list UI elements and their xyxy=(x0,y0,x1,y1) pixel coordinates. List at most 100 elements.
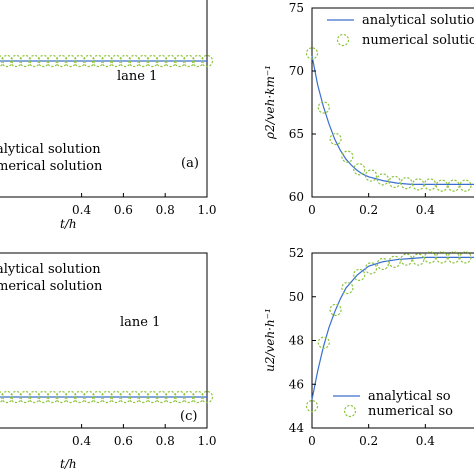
panel-b: analytical solution numerical solution 0… xyxy=(263,1,474,217)
panel-d-numerical-point xyxy=(388,255,401,268)
panel-d-numerical-point xyxy=(412,253,425,266)
panel-a-numerical-point xyxy=(19,54,32,68)
panel-d-numerical-point xyxy=(376,257,389,271)
panel-a-numerical-point xyxy=(191,54,205,68)
panel-b-numerical-series xyxy=(305,47,472,192)
panel-b-numerical-point xyxy=(400,177,413,190)
panel-d-numerical-point xyxy=(459,251,472,264)
panel-c-label: (c) xyxy=(180,409,197,424)
panel-a-numerical-point xyxy=(128,54,141,68)
panel-c: alytical solution merical solution lane … xyxy=(0,252,217,471)
panel-a-numerical-point xyxy=(137,54,150,68)
panel-a-xtick-label: 0.8 xyxy=(156,203,175,217)
panel-a-numerical-point xyxy=(82,54,95,68)
panel-d-ytick-label: 46 xyxy=(289,377,304,391)
panel-a-numerical-point xyxy=(100,54,114,68)
panel-c-numerical-point xyxy=(155,390,168,404)
panel-d-ytick-label: 50 xyxy=(289,290,304,304)
panel-a-numerical-point xyxy=(164,54,177,68)
panel-d-legend-analytical: analytical so xyxy=(368,389,451,404)
panel-b-numerical-point xyxy=(447,179,460,192)
panel-b-yticks: 60 65 70 75 xyxy=(289,1,316,204)
panel-b-numerical-point xyxy=(423,178,437,191)
panel-c-numerical-point xyxy=(191,390,205,404)
panel-c-numerical-point xyxy=(19,390,32,404)
panel-b-ytick-label: 60 xyxy=(289,190,304,204)
panel-d-numerical-point xyxy=(341,281,354,295)
panel-b-xtick-label: 0.2 xyxy=(359,203,378,217)
panel-b-ytick-label: 65 xyxy=(289,127,304,141)
panel-a-xticks: 0.4 0.6 0.8 1.0 xyxy=(72,193,217,217)
panel-a-frame xyxy=(0,0,208,198)
panel-b-legend: analytical solution numerical solution xyxy=(327,13,474,48)
panel-c-xtick-label: 1.0 xyxy=(197,434,216,448)
panel-c-xtick-label: 0.6 xyxy=(114,434,133,448)
panel-d-ytick-label: 48 xyxy=(289,334,304,348)
panel-a-numerical-point xyxy=(0,54,14,68)
panel-c-numerical-point xyxy=(119,390,132,404)
panel-b-numerical-point xyxy=(388,175,401,188)
panel-c-numerical-point xyxy=(55,390,68,404)
panel-a-numerical-point xyxy=(155,54,168,68)
panel-b-numerical-point xyxy=(364,169,378,182)
panel-b-xtick-label: 0.4 xyxy=(416,203,435,217)
panel-d-ylabel: u2/veh·h⁻¹ xyxy=(263,308,277,372)
panel-b-numerical-point xyxy=(412,178,425,191)
panel-a-numerical-point xyxy=(119,54,132,68)
panel-c-annotation: lane 1 xyxy=(120,315,160,330)
panel-a-annotation: lane 1 xyxy=(117,69,157,84)
panel-a-label: (a) xyxy=(181,156,199,171)
panel-d-xtick-label: 0.2 xyxy=(359,434,378,448)
panel-d-analytical-line xyxy=(311,256,474,400)
panel-b-numerical-point xyxy=(376,173,389,186)
panel-b-analytical-series xyxy=(311,55,474,185)
panel-c-numerical-point xyxy=(0,391,5,403)
panel-c-numerical-point xyxy=(110,390,123,404)
panel-d-ytick-label: 44 xyxy=(289,421,305,435)
panel-a-numerical-point xyxy=(37,54,50,68)
panel-c-numerical-point xyxy=(128,390,141,404)
panel-d-yticks: 44 46 48 50 52 xyxy=(289,246,316,435)
panel-d-analytical-series xyxy=(311,256,474,400)
panel-c-numerical-point xyxy=(91,390,105,404)
panel-b-analytical-line xyxy=(311,55,474,185)
panel-d-numerical-series xyxy=(305,251,472,413)
panel-c-numerical-point xyxy=(28,390,41,404)
panel-d-numerical-point xyxy=(317,336,330,349)
panel-a-numerical-point xyxy=(28,54,41,68)
panel-c-xlabel: t/h xyxy=(60,457,77,471)
panel-d-numerical-point xyxy=(400,253,413,266)
panel-b-numerical-point xyxy=(435,179,448,192)
panel-c-numerical-point xyxy=(182,390,195,404)
panel-d-legend-marker-swatch xyxy=(343,404,357,418)
panel-a-numerical-point xyxy=(91,54,105,68)
panel-c-xtick-label: 0.4 xyxy=(72,434,91,448)
panel-a-legend-analytical: alytical solution xyxy=(0,142,101,157)
panel-c-numerical-point xyxy=(0,390,14,404)
panel-c-numerical-point xyxy=(64,390,77,404)
panel-a-numerical-point xyxy=(46,54,59,68)
panel-b-numerical-point xyxy=(353,163,366,176)
panel-a-numerical-point xyxy=(110,54,123,68)
panel-b-legend-marker-swatch xyxy=(336,33,350,47)
panel-c-numerical-point xyxy=(146,390,159,404)
panel-b-legend-numerical: numerical solution xyxy=(362,33,474,48)
panel-c-legend-numerical: merical solution xyxy=(0,279,103,294)
panel-a-xtick-label: 1.0 xyxy=(197,203,216,217)
panel-c-numerical-point xyxy=(73,390,86,404)
panel-d-xticks: 0 0.2 0.4 xyxy=(308,424,435,448)
panel-d-numerical-point xyxy=(364,262,378,275)
panel-d-legend-numerical: numerical so xyxy=(368,404,453,419)
panel-a-xtick-label: 0.4 xyxy=(72,203,91,217)
panel-a-xtick-label: 0.6 xyxy=(114,203,133,217)
panel-d-numerical-point xyxy=(305,400,319,413)
panel-a-xlabel: t/h xyxy=(60,217,77,231)
panel-c-numerical-point xyxy=(10,390,23,404)
panel-a-numerical-point xyxy=(64,54,77,68)
panel-a-numerical-point xyxy=(0,55,5,67)
panel-a: lane 1 alytical solution merical solutio… xyxy=(0,0,217,231)
panel-c-numerical-point xyxy=(137,390,150,404)
panel-b-ylabel: ρ2/veh·km⁻¹ xyxy=(263,65,277,140)
panel-d-ytick-label: 52 xyxy=(289,246,304,260)
